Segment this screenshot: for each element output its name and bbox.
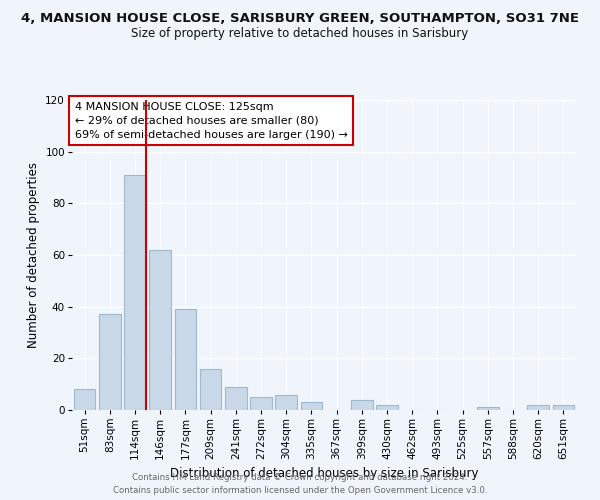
X-axis label: Distribution of detached houses by size in Sarisbury: Distribution of detached houses by size … — [170, 468, 478, 480]
Bar — [99, 314, 121, 410]
Bar — [250, 397, 272, 410]
Bar — [74, 390, 95, 410]
Bar — [477, 408, 499, 410]
Bar — [301, 402, 322, 410]
Text: Size of property relative to detached houses in Sarisbury: Size of property relative to detached ho… — [131, 28, 469, 40]
Text: 4, MANSION HOUSE CLOSE, SARISBURY GREEN, SOUTHAMPTON, SO31 7NE: 4, MANSION HOUSE CLOSE, SARISBURY GREEN,… — [21, 12, 579, 26]
Bar — [376, 405, 398, 410]
Text: Contains HM Land Registry data © Crown copyright and database right 2024.
Contai: Contains HM Land Registry data © Crown c… — [113, 474, 487, 495]
Bar — [275, 394, 297, 410]
Bar — [553, 405, 574, 410]
Bar — [124, 175, 146, 410]
Bar — [351, 400, 373, 410]
Bar — [527, 405, 549, 410]
Bar — [200, 368, 221, 410]
Text: 4 MANSION HOUSE CLOSE: 125sqm
← 29% of detached houses are smaller (80)
69% of s: 4 MANSION HOUSE CLOSE: 125sqm ← 29% of d… — [74, 102, 347, 140]
Bar — [175, 309, 196, 410]
Y-axis label: Number of detached properties: Number of detached properties — [27, 162, 40, 348]
Bar — [149, 250, 171, 410]
Bar — [225, 387, 247, 410]
